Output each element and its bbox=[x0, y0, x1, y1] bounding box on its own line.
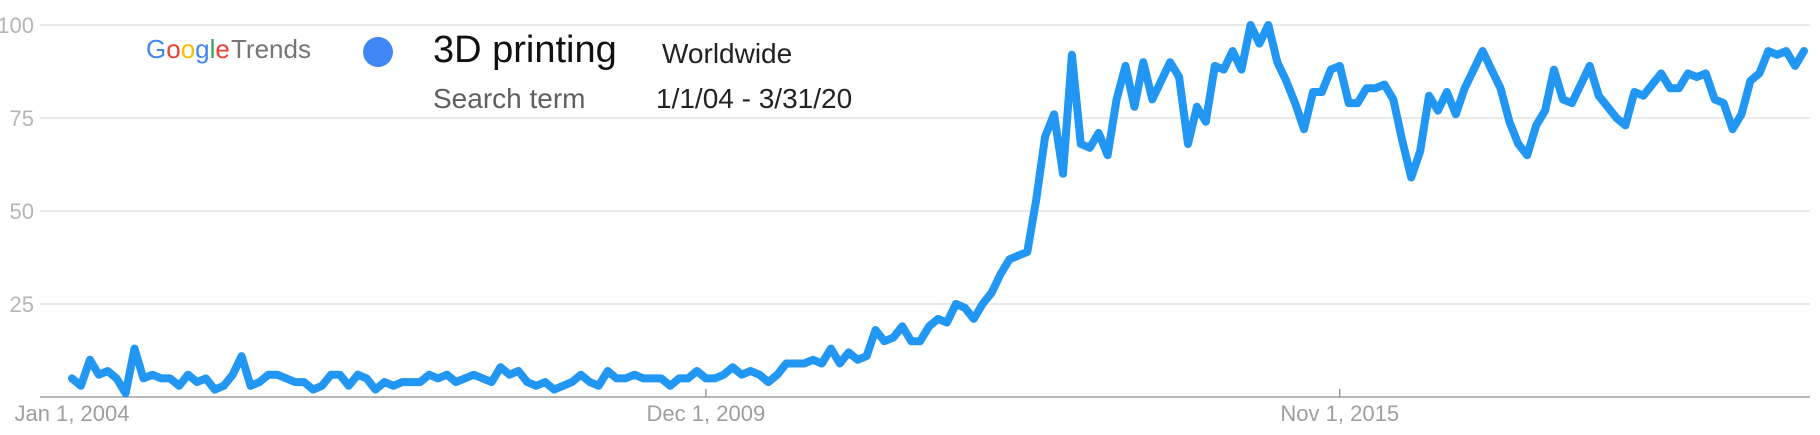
region-label: Worldwide bbox=[662, 38, 792, 69]
gridlines bbox=[40, 24, 1810, 305]
x-tick-label: Jan 1, 2004 bbox=[15, 401, 130, 426]
trends-logo-text: Trends bbox=[231, 34, 311, 64]
series-color-dot-icon bbox=[363, 37, 393, 67]
date-range-label: 1/1/04 - 3/31/20 bbox=[656, 83, 852, 114]
y-tick-label: 25 bbox=[10, 292, 34, 317]
series-line-3d-printing bbox=[68, 21, 1808, 398]
x-tick-label: Dec 1, 2009 bbox=[647, 401, 766, 426]
term-type-label: Search term bbox=[433, 83, 586, 114]
y-tick-label: 75 bbox=[10, 106, 34, 131]
search-term-label: 3D printing bbox=[433, 29, 617, 71]
x-axis-ticks: Jan 1, 2004 Dec 1, 2009 Nov 1, 2015 bbox=[15, 389, 1399, 426]
y-tick-label: 100 bbox=[0, 13, 34, 38]
y-axis-ticks: 25 50 75 100 bbox=[0, 13, 34, 317]
x-tick-label: Nov 1, 2015 bbox=[1280, 401, 1399, 426]
google-logo-text: Google bbox=[146, 34, 230, 64]
google-trends-logo: Google Trends bbox=[146, 34, 311, 64]
y-tick-label: 50 bbox=[10, 199, 34, 224]
